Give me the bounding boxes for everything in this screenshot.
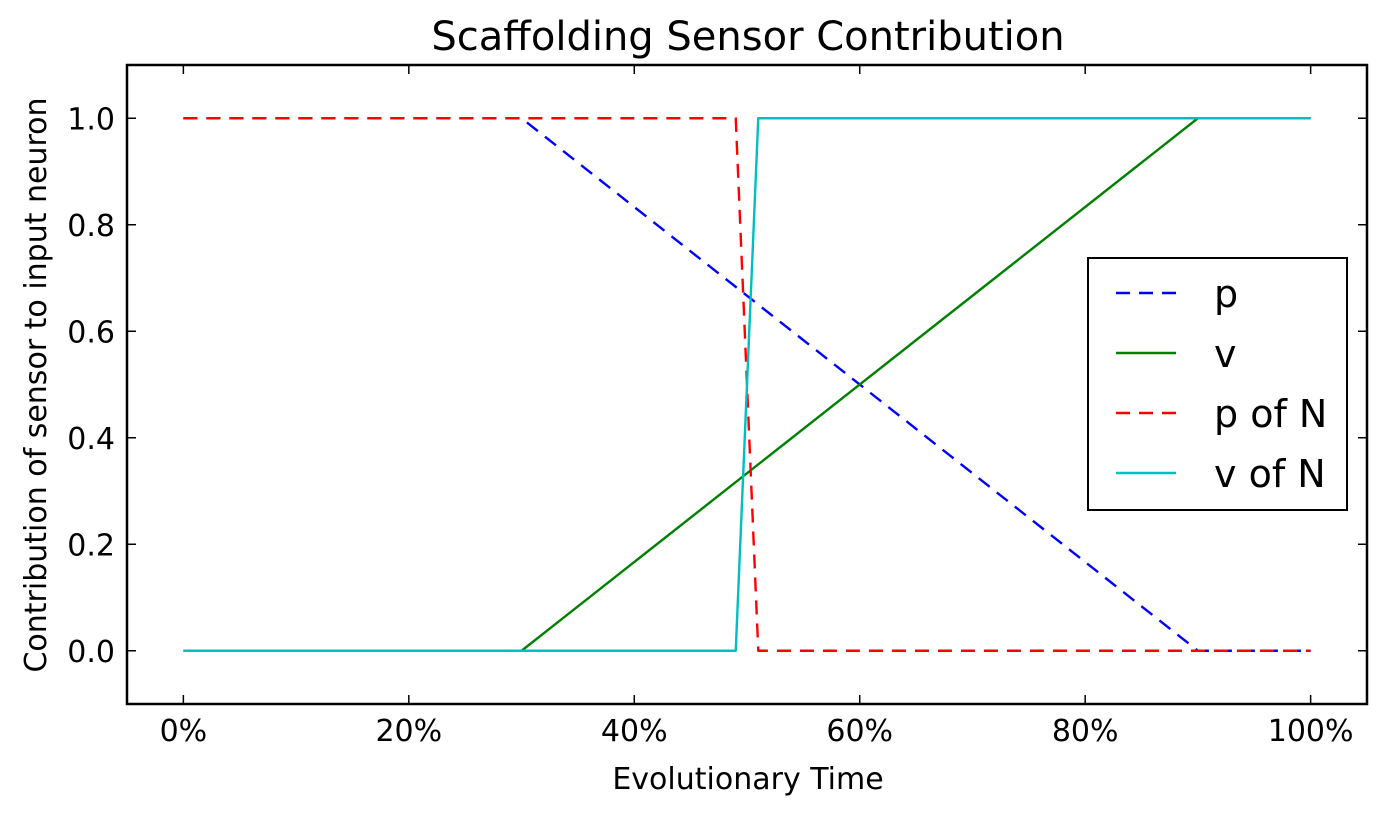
legend-items: pv p of N v of N <box>1116 272 1327 496</box>
x-tick-label: 40% <box>601 714 668 749</box>
tick-layer: 0% 20% 40% 60% 80% 100% 0.0 0.2 0.4 0.6 0.8 1.0 <box>67 65 1367 749</box>
x-tick-label: 0% <box>160 714 208 749</box>
legend: pv p of N v of N <box>1087 257 1348 511</box>
y-tick-label: 0.0 <box>67 635 115 670</box>
x-tick-label: 20% <box>375 714 442 749</box>
y-axis-label: Contribution of sensor to input neuron <box>19 97 54 672</box>
y-tick-label: 0.2 <box>67 528 115 563</box>
legend-box <box>1087 257 1348 511</box>
axes-frame <box>125 63 1369 706</box>
series-line-3 <box>183 117 1311 652</box>
plot-area: 0% 20% 40% 60% 80% 100% 0.0 0.2 0.4 0.6 0.8 1.0 <box>67 63 1369 749</box>
series-layer <box>183 117 1311 652</box>
y-tick-label: 0.8 <box>67 209 115 244</box>
y-tick-label: 1.0 <box>67 102 115 137</box>
legend-label-0: p <box>1214 272 1238 316</box>
legend-label-2: p of N <box>1214 392 1327 436</box>
legend-label-1: v <box>1214 332 1237 376</box>
y-tick-label: 0.4 <box>67 422 115 457</box>
y-tick-label: 0.6 <box>67 315 115 350</box>
x-tick-label: 100% <box>1268 714 1354 749</box>
x-tick-label: 60% <box>826 714 893 749</box>
chart-title: Scaffolding Sensor Contribution <box>431 14 1064 60</box>
x-axis-label: Evolutionary Time <box>612 762 883 797</box>
legend-label-3: v of N <box>1214 452 1326 496</box>
x-tick-label: 80% <box>1052 714 1119 749</box>
